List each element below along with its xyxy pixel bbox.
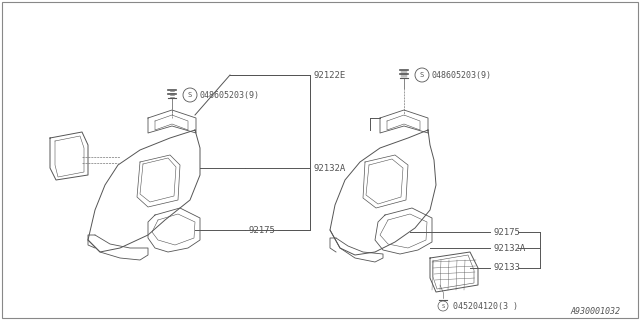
Text: 92132A: 92132A: [313, 164, 345, 172]
Text: S: S: [442, 303, 445, 308]
Text: S: S: [188, 92, 192, 98]
Text: 048605203(9): 048605203(9): [431, 70, 491, 79]
Text: 92175: 92175: [493, 228, 520, 236]
Text: 048605203(9): 048605203(9): [199, 91, 259, 100]
Text: 045204120(3 ): 045204120(3 ): [453, 301, 518, 310]
Text: 92132A: 92132A: [493, 244, 525, 252]
Text: 92175: 92175: [248, 226, 275, 235]
Text: 92133: 92133: [493, 263, 520, 273]
Text: A930001032: A930001032: [570, 308, 620, 316]
Text: S: S: [420, 72, 424, 78]
Text: 92122E: 92122E: [313, 70, 345, 79]
